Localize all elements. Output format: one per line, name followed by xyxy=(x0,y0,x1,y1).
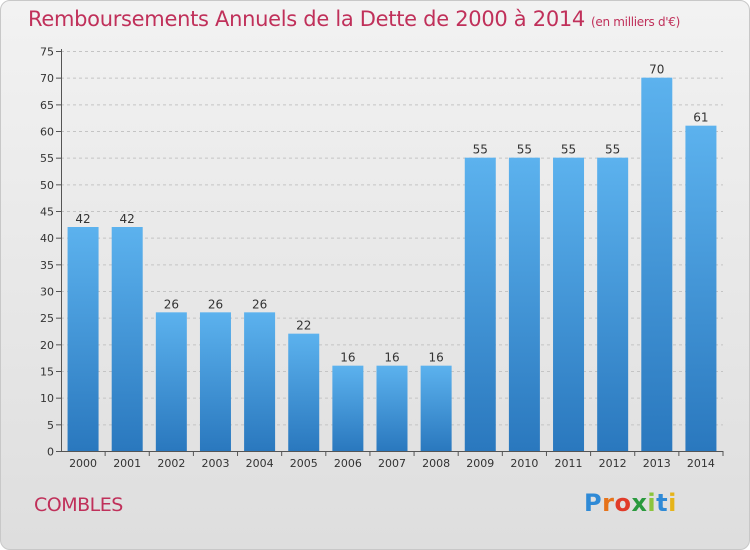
y-tick-label: 65 xyxy=(40,99,54,112)
logo-letter: r xyxy=(602,489,615,517)
data-label: 55 xyxy=(561,143,576,157)
y-tick-label: 75 xyxy=(40,46,54,59)
data-label: 16 xyxy=(340,351,355,365)
y-tick-label: 50 xyxy=(40,179,54,192)
data-label: 16 xyxy=(428,351,443,365)
bar xyxy=(508,157,540,451)
x-tick-label: 2003 xyxy=(201,457,229,470)
bar xyxy=(111,227,143,451)
bar xyxy=(67,227,99,451)
logo-letter: o xyxy=(614,489,632,517)
bar xyxy=(597,157,629,451)
x-tick-label: 2011 xyxy=(555,457,583,470)
bar xyxy=(553,157,585,451)
data-label: 26 xyxy=(164,297,179,311)
y-tick-label: 35 xyxy=(40,259,54,272)
bar xyxy=(332,365,364,451)
x-tick-label: 2004 xyxy=(246,457,274,470)
data-label: 16 xyxy=(384,351,399,365)
x-tick-label: 2001 xyxy=(113,457,141,470)
bar xyxy=(244,312,276,451)
y-tick-label: 55 xyxy=(40,152,54,165)
x-tick-label: 2005 xyxy=(290,457,318,470)
chart-subtitle: (en milliers d'€) xyxy=(591,15,681,29)
y-tick-label: 0 xyxy=(47,446,54,459)
x-tick-label: 2013 xyxy=(643,457,671,470)
data-label: 42 xyxy=(120,212,135,226)
bar xyxy=(288,333,320,451)
data-label: 70 xyxy=(649,63,664,77)
bars xyxy=(67,77,717,452)
data-labels: 42 42 26 26 26 22 16 16 16 55 55 55 55 70 61 xyxy=(75,63,708,365)
bar xyxy=(420,365,452,451)
y-tick-label: 25 xyxy=(40,312,54,325)
axes: 0 5 10 15 20 25 30 35 40 45 50 55 60 65 70 75 2000 2001 20… xyxy=(40,46,724,470)
y-tick-label: 45 xyxy=(40,206,54,219)
y-tick-label: 60 xyxy=(40,126,54,139)
x-tick-label: 2000 xyxy=(69,457,97,470)
y-tick-label: 15 xyxy=(40,366,54,379)
bar xyxy=(155,312,187,451)
location-name: COMBLES xyxy=(34,494,123,516)
x-tick-label: 2010 xyxy=(510,457,538,470)
x-tick-label: 2014 xyxy=(687,457,715,470)
x-tick-label: 2007 xyxy=(378,457,406,470)
x-tick-label: 2008 xyxy=(422,457,450,470)
y-tick-label: 40 xyxy=(40,232,54,245)
y-tick-label: 10 xyxy=(40,392,54,405)
bar xyxy=(464,157,496,451)
data-label: 26 xyxy=(208,297,223,311)
bar xyxy=(685,125,717,452)
y-tick-label: 70 xyxy=(40,72,54,85)
logo-letter: x xyxy=(631,489,648,517)
data-label: 55 xyxy=(517,143,532,157)
data-label: 26 xyxy=(252,297,267,311)
proxiti-logo[interactable]: Proxiti xyxy=(584,489,677,517)
data-label: 61 xyxy=(693,111,708,125)
y-tick-label: 30 xyxy=(40,286,54,299)
logo-letter: i xyxy=(647,489,657,517)
chart-title-text: Remboursements Annuels de la Dette de 20… xyxy=(28,7,585,31)
chart-title: Remboursements Annuels de la Dette de 20… xyxy=(28,7,680,31)
y-tick-label: 20 xyxy=(40,339,54,352)
y-tick-label: 5 xyxy=(47,419,54,432)
bar xyxy=(641,77,673,452)
logo-letter: i xyxy=(668,489,677,517)
x-tick-label: 2006 xyxy=(334,457,362,470)
x-tick-label: 2009 xyxy=(466,457,494,470)
data-label: 42 xyxy=(75,212,90,226)
x-tick-label: 2012 xyxy=(599,457,627,470)
data-label: 55 xyxy=(473,143,488,157)
bar xyxy=(376,365,408,451)
logo-letter: t xyxy=(656,489,669,517)
data-label: 55 xyxy=(605,143,620,157)
logo-letter: P xyxy=(584,489,603,517)
data-label: 22 xyxy=(296,319,311,333)
x-tick-label: 2002 xyxy=(157,457,185,470)
bar xyxy=(199,312,231,451)
